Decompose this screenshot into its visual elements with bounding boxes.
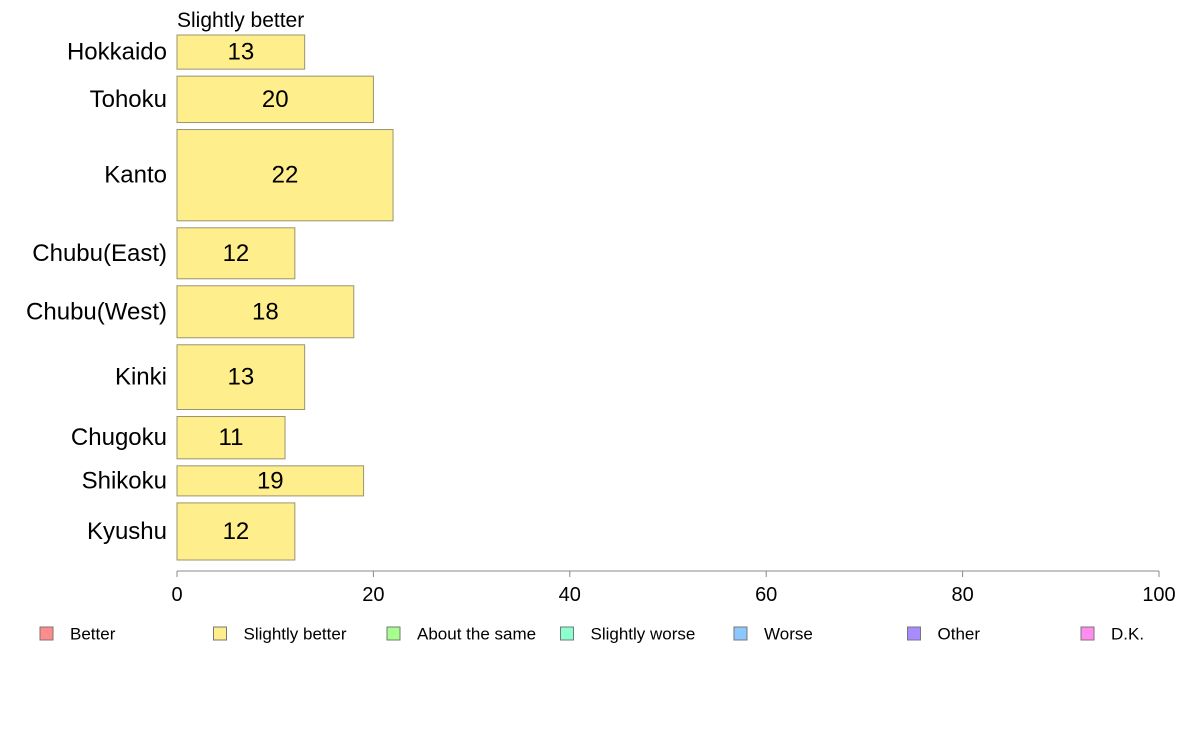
category-label: Shikoku — [82, 467, 167, 494]
legend-swatch — [733, 626, 748, 641]
bar-hokkaido — [176, 34, 306, 70]
category-label: Kanto — [104, 162, 167, 189]
bar-kanto — [176, 129, 394, 222]
category-label: Chugoku — [71, 424, 167, 451]
bar-value-label: 12 — [223, 518, 250, 545]
legend-label: About the same — [417, 625, 536, 644]
bar-shikoku — [176, 465, 365, 497]
x-tick-label: 80 — [951, 584, 973, 606]
legend-label: Slightly worse — [591, 625, 696, 644]
legend-swatch — [560, 626, 574, 641]
legend-swatch — [386, 626, 401, 641]
bar-kyushu — [176, 502, 296, 561]
legend-label: D.K. — [1111, 625, 1144, 644]
bar-value-label: 20 — [262, 86, 289, 113]
legend-swatch — [1080, 626, 1095, 641]
bar-value-label: 18 — [252, 298, 279, 325]
x-tick-label: 20 — [362, 584, 384, 606]
category-label: Hokkaido — [67, 39, 167, 66]
legend-swatch — [39, 626, 54, 641]
bar-value-label: 13 — [227, 39, 254, 66]
category-label: Kyushu — [87, 518, 167, 545]
legend-label: Slightly better — [244, 625, 347, 644]
chart-title: Slightly better — [177, 9, 304, 32]
x-axis: 0 20 40 60 80 100 — [171, 570, 1176, 606]
legend-label: Better — [70, 625, 116, 644]
bar-value-label: 19 — [257, 467, 284, 494]
category-label: Chubu(East) — [32, 240, 167, 267]
bar-value-label: 12 — [223, 240, 250, 267]
bar-chubu-west — [176, 285, 355, 339]
bar-chugoku — [176, 416, 286, 460]
x-tick-label: 0 — [171, 584, 182, 606]
category-label: Chubu(West) — [26, 298, 167, 325]
legend-label: Worse — [764, 625, 813, 644]
bar-chubu-east — [176, 227, 296, 280]
x-tick-label: 60 — [755, 584, 777, 606]
bar-value-label: 22 — [272, 162, 299, 189]
legend-swatch — [213, 626, 227, 641]
x-tick-label: 100 — [1142, 584, 1175, 606]
x-tick-label: 40 — [559, 584, 581, 606]
bar-tohoku — [176, 75, 374, 124]
bar-value-label: 13 — [227, 364, 254, 391]
category-label: Tohoku — [90, 86, 167, 113]
category-label: Kinki — [115, 364, 167, 391]
bar-kinki — [176, 344, 306, 411]
bar-value-label: 11 — [219, 424, 244, 451]
legend-label: Other — [938, 625, 981, 644]
legend: Better Slightly better About the same Sligh… — [39, 625, 1144, 644]
legend-swatch — [907, 626, 921, 641]
bars-layer: 13 Hokkaido 20 Tohoku 22 Kanto 12 Chubu(East) 18… — [26, 34, 394, 561]
